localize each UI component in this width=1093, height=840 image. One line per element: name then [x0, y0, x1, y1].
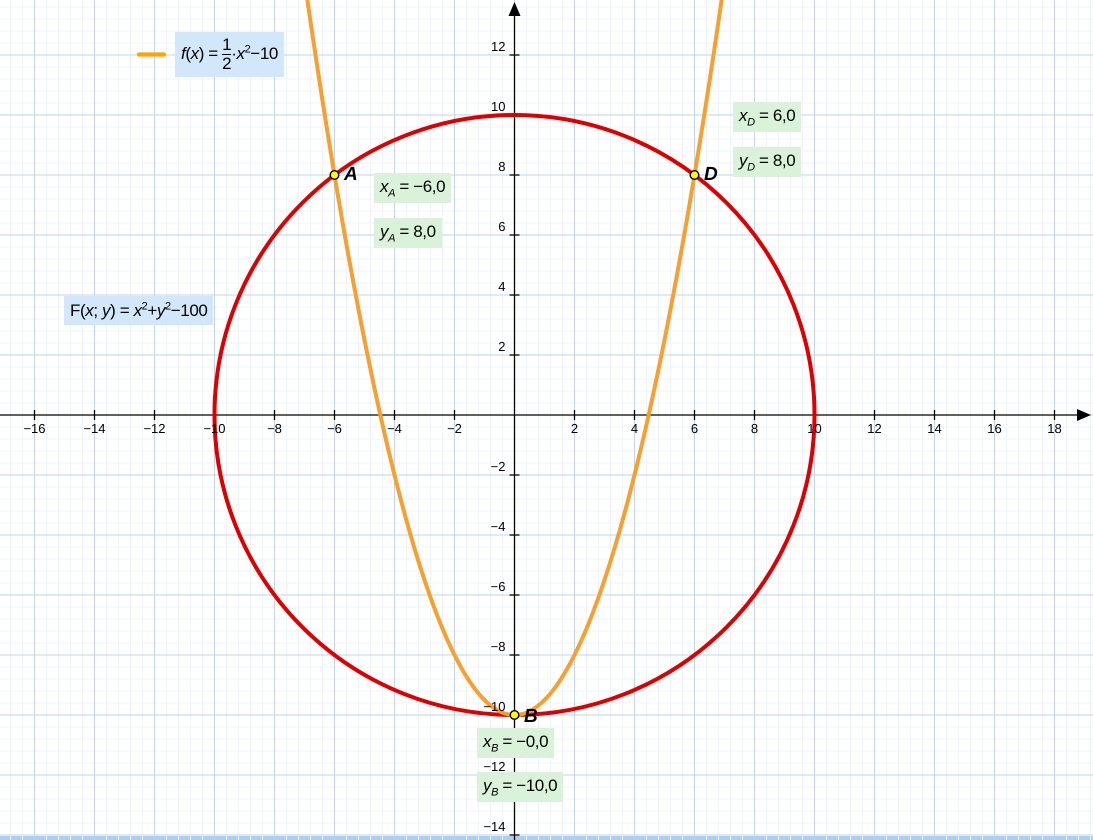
svg-text:−6: −6 — [491, 579, 506, 594]
svg-text:10: 10 — [491, 99, 505, 114]
svg-text:6: 6 — [691, 421, 698, 436]
svg-text:4: 4 — [631, 421, 638, 436]
svg-text:−16: −16 — [23, 421, 45, 436]
svg-text:18: 18 — [1047, 421, 1061, 436]
svg-text:−4: −4 — [491, 519, 506, 534]
svg-text:6: 6 — [498, 219, 505, 234]
svg-text:−4: −4 — [387, 421, 402, 436]
svg-text:−8: −8 — [267, 421, 282, 436]
svg-text:8: 8 — [751, 421, 758, 436]
svg-text:−6: −6 — [327, 421, 342, 436]
svg-text:4: 4 — [498, 279, 505, 294]
svg-text:12: 12 — [491, 39, 505, 54]
svg-text:B: B — [524, 706, 538, 727]
svg-text:14: 14 — [927, 421, 941, 436]
svg-text:−12: −12 — [143, 421, 165, 436]
svg-text:−2: −2 — [447, 421, 462, 436]
svg-text:A: A — [343, 164, 358, 185]
svg-text:−8: −8 — [491, 639, 506, 654]
svg-text:2: 2 — [498, 339, 505, 354]
svg-text:2: 2 — [571, 421, 578, 436]
svg-text:−2: −2 — [491, 459, 506, 474]
svg-text:−10: −10 — [203, 421, 225, 436]
svg-text:8: 8 — [498, 159, 505, 174]
svg-text:16: 16 — [987, 421, 1001, 436]
svg-text:−14: −14 — [83, 421, 105, 436]
svg-text:12: 12 — [867, 421, 881, 436]
svg-text:D: D — [704, 164, 718, 185]
svg-text:−14: −14 — [483, 819, 505, 834]
svg-text:−10: −10 — [483, 699, 505, 714]
svg-text:10: 10 — [807, 421, 821, 436]
